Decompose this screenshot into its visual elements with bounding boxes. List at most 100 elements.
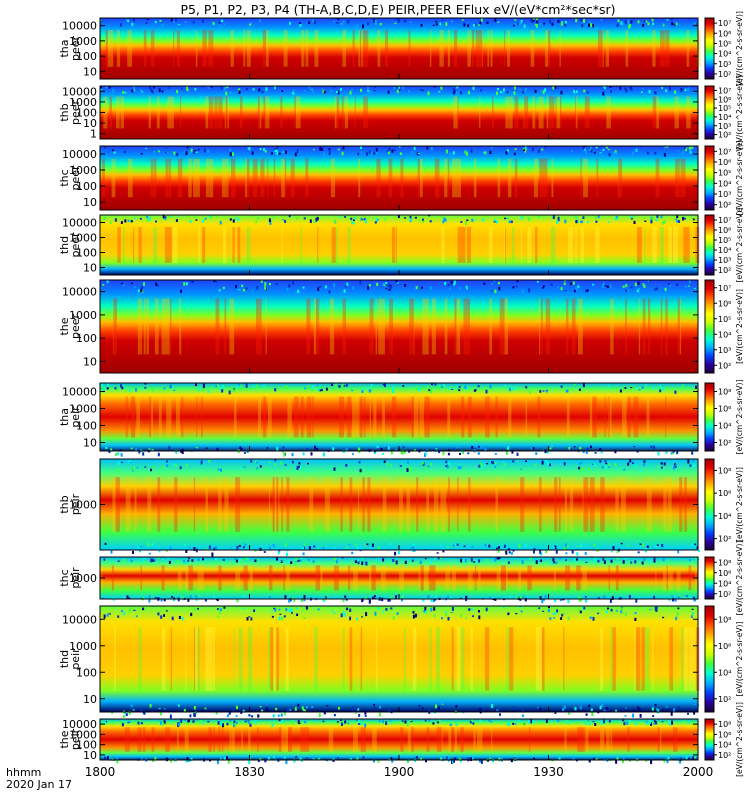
ytick-label: 1000 <box>69 499 97 512</box>
colorbar-label: [eV/(cm^2-s-sr-eV)] <box>735 702 744 777</box>
colorbar-tick-label: 10² <box>718 590 731 599</box>
xtick-label: 2000 <box>683 765 714 779</box>
ytick-label: 10 <box>83 749 97 762</box>
ytick-label: 1000 <box>69 35 97 48</box>
colorbar-tick-label: 10² <box>718 70 731 79</box>
ytick-label: 10000 <box>62 20 97 33</box>
panel-ylabel: the <box>58 317 71 335</box>
panel-ylabel: thc <box>58 169 71 186</box>
ytick-label: 100 <box>76 50 97 63</box>
ytick-label: 100 <box>76 247 97 260</box>
panel-ylabel: thc <box>58 569 71 586</box>
ytick-label: 100 <box>76 107 97 120</box>
panel-ylabel: thd <box>58 650 71 668</box>
ytick-label: 1 <box>90 128 97 141</box>
colorbar-tick-label: 10⁶ <box>718 642 731 651</box>
panel-ylabel: peer <box>69 100 82 126</box>
panel-ylabel: peir <box>69 648 82 670</box>
colorbar-label: [eV/(cm^2-s-sr-eV)] <box>735 75 744 150</box>
ytick-label: 100 <box>76 666 97 679</box>
spectrogram-field <box>100 215 698 275</box>
time-streaks <box>112 298 682 355</box>
colorbar-tick-label: 10⁵ <box>718 315 731 324</box>
colorbar-tick-label: 10⁴ <box>718 246 731 255</box>
time-streaks <box>125 396 667 438</box>
ytick-label: 100 <box>76 420 97 433</box>
colorbar-tick-label: 10⁷ <box>718 147 731 156</box>
ytick-label: 10000 <box>62 718 97 731</box>
spectrogram-field <box>100 606 698 712</box>
panel-ylabel: peer <box>69 232 82 258</box>
colorbar-tick-label: 10⁶ <box>718 730 731 739</box>
time-streaks <box>101 565 697 591</box>
noise-speckle <box>104 459 700 557</box>
colorbar-label: [eV/(cm^2-s-sr-eV)] <box>735 11 744 86</box>
ytick-label: 1000 <box>69 309 97 322</box>
colorbar-tick-label: 10⁸ <box>718 615 731 624</box>
xtick-label: 1830 <box>234 765 265 779</box>
colorbar-label: [eV/(cm^2-s-sr-eV)] <box>735 467 744 542</box>
noise-speckle <box>103 215 695 226</box>
time-streaks <box>105 30 701 67</box>
colorbar-tick-label: 10⁸ <box>718 558 731 567</box>
ytick-label: 1000 <box>69 232 97 245</box>
panel-ylabel: peer <box>69 36 82 62</box>
time-streaks <box>112 477 687 532</box>
noise-speckle <box>103 606 700 719</box>
panel-ylabel: peir <box>69 567 82 589</box>
spectrogram-field <box>100 18 698 79</box>
ytick-label: 10 <box>83 65 97 78</box>
figure-title: P5, P1, P2, P3, P4 (TH-A,B,C,D,E) PEIR,P… <box>180 2 615 17</box>
colorbar <box>704 718 715 761</box>
ytick-label: 10 <box>83 262 97 275</box>
colorbar <box>704 214 715 276</box>
panel-ylabel: tha <box>58 408 71 426</box>
colorbar-tick-label: 10⁴ <box>718 579 731 588</box>
colorbar-tick-label: 10⁷ <box>718 86 731 95</box>
colorbar-tick-label: 10² <box>718 131 731 140</box>
colorbar-tick-label: 10⁴ <box>718 113 731 122</box>
panel-ylabel: thb <box>58 103 71 121</box>
spectrogram-field <box>100 459 698 550</box>
panels: thapeer1010010001000010²10³10⁴10⁵10⁶10⁷[… <box>58 11 744 777</box>
colorbar <box>704 605 715 713</box>
colorbar-tick-label: 10² <box>718 535 731 544</box>
ytick-label: 1000 <box>69 572 97 585</box>
colorbar-tick-label: 10⁶ <box>718 226 731 235</box>
colorbar-tick-label: 10⁸ <box>718 466 731 475</box>
x-axis: 1800 1830 1900 1930 2000 <box>85 74 714 779</box>
noise-speckle <box>103 146 694 157</box>
colorbar-label: [eV/(cm^2-s-sr-eV)] <box>735 208 744 283</box>
colorbar-tick-label: 10⁸ <box>718 720 731 729</box>
colorbar-tick-label: 10⁷ <box>718 284 731 293</box>
colorbar-tick-label: 10² <box>718 751 731 760</box>
colorbar-label: [eV/(cm^2-s-sr-eV)] <box>735 141 744 216</box>
ytick-label: 100 <box>76 739 97 752</box>
ytick-label: 10 <box>83 693 97 706</box>
noise-speckle <box>100 86 695 96</box>
colorbar-tick-label: 10⁶ <box>718 29 731 38</box>
ytick-label: 10000 <box>62 613 97 626</box>
colorbar-tick-label: 10⁵ <box>718 104 731 113</box>
colorbar <box>704 17 715 80</box>
ytick-label: 10000 <box>62 217 97 230</box>
colorbar-tick-label: 10² <box>718 266 731 275</box>
colorbar-tick-label: 10⁶ <box>718 405 731 414</box>
colorbar-tick-label: 10⁵ <box>718 39 731 48</box>
time-streaks <box>102 158 686 198</box>
colorbar-tick-label: 10² <box>718 439 731 448</box>
ytick-label: 1000 <box>69 728 97 741</box>
time-streaks <box>103 96 691 129</box>
time-streaks <box>124 727 678 752</box>
ytick-label: 10 <box>83 355 97 368</box>
panel-ylabel: peir <box>69 406 82 428</box>
colorbar <box>704 85 715 140</box>
colorbar-tick-label: 10³ <box>718 256 731 265</box>
ytick-label: 10 <box>83 196 97 209</box>
